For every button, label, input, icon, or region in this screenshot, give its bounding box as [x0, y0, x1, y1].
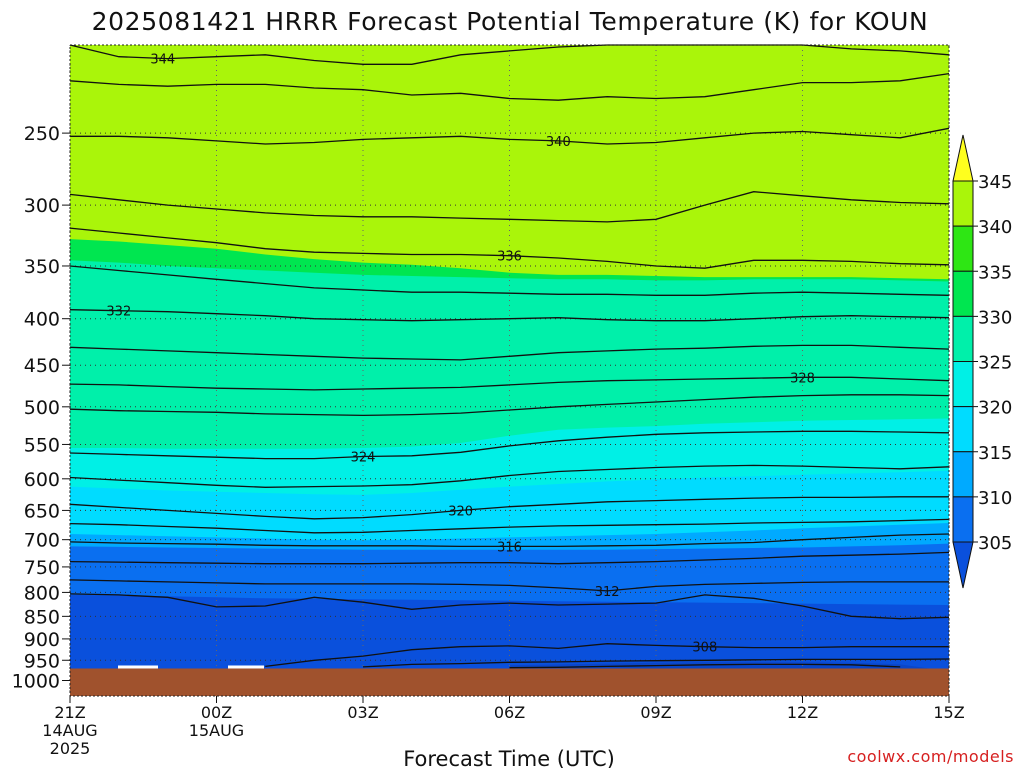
- colorbar-swatch-7: [952, 496, 974, 543]
- x-tick-label-12Z: 12Z: [787, 703, 818, 722]
- contour-342: [69, 72, 950, 101]
- x-tick-sublabel-2025: 2025: [50, 739, 91, 758]
- contour-layer: 344 340 336 332 328 324 320 316 312 308: [69, 44, 950, 669]
- y-tick-label-950: 950: [24, 650, 60, 672]
- contour-318: [69, 518, 950, 534]
- colorbar-swatch-0: [952, 180, 974, 227]
- contour-338: [69, 191, 950, 223]
- shade-band-lt305: [509, 662, 930, 669]
- colorbar-label-325: 325: [978, 353, 1012, 374]
- contour-336: [69, 227, 950, 269]
- contour-334: [69, 265, 950, 296]
- y-tick-label-400: 400: [24, 309, 60, 331]
- x-tick-label-00Z: 00Z: [201, 703, 232, 722]
- surface-gap-2: [228, 665, 264, 669]
- contour-label-336: 336: [497, 250, 522, 265]
- contour-326: [69, 394, 950, 417]
- contour-label-320: 320: [448, 504, 473, 519]
- contour-330: [69, 344, 950, 361]
- colorbar-label-310: 310: [978, 488, 1012, 509]
- shading-layer: [70, 45, 949, 696]
- colorbar-label-340: 340: [978, 217, 1012, 238]
- contour-322: [69, 464, 950, 488]
- x-tick-label-21Z: 21Z: [54, 703, 85, 722]
- contour-label-316: 316: [497, 540, 522, 555]
- colorbar-label-330: 330: [978, 307, 1012, 328]
- contour-340: [70, 127, 950, 145]
- contour-label-324: 324: [351, 450, 376, 465]
- contour-label-344: 344: [150, 52, 175, 67]
- contour-320: [69, 496, 949, 520]
- y-tick-label-350: 350: [24, 256, 60, 278]
- contour-324: [69, 430, 950, 460]
- colorbar-label-305: 305: [978, 533, 1012, 554]
- colorbar-bottom-arrow: [952, 541, 974, 589]
- y-tick-label-750: 750: [24, 557, 60, 579]
- x-tick-label-15Z: 15Z: [933, 703, 964, 722]
- y-tick-label-700: 700: [24, 530, 60, 552]
- y-tick-label-650: 650: [24, 500, 60, 522]
- y-tick-label-600: 600: [24, 469, 60, 491]
- contour-328: [69, 376, 950, 391]
- colorbar: 345 340 335 330 325 320 315 310 305: [952, 134, 1012, 589]
- contour-308: [265, 643, 949, 668]
- contour-310: [69, 593, 950, 620]
- colorbar-swatch-3: [952, 315, 974, 362]
- colorbar-label-335: 335: [978, 262, 1012, 283]
- contour-label-328: 328: [790, 371, 815, 386]
- y-tick-label-450: 450: [24, 355, 60, 377]
- y-tick-label-250: 250: [24, 123, 60, 145]
- y-tick-label-800: 800: [24, 582, 60, 604]
- contour-314: [69, 551, 950, 565]
- chart-title: 2025081421 HRRR Forecast Potential Tempe…: [92, 7, 929, 36]
- x-tick-label-06Z: 06Z: [494, 703, 525, 722]
- x-tick-sublabel-15AUG: 15AUG: [189, 721, 244, 740]
- ground-layer: [70, 665, 949, 696]
- contour-316: [69, 533, 950, 548]
- y-axis: 2503003504004505005506006507007508008509…: [12, 123, 70, 693]
- x-tick-label-09Z: 09Z: [640, 703, 671, 722]
- ground-fill: [70, 668, 949, 696]
- colorbar-swatch-4: [952, 361, 974, 408]
- y-tick-label-500: 500: [24, 397, 60, 419]
- contour-label-312: 312: [595, 585, 620, 600]
- x-tick-label-03Z: 03Z: [347, 703, 378, 722]
- contour-312: [69, 579, 949, 592]
- colorbar-swatch-1: [952, 225, 974, 272]
- watermark: coolwx.com/models: [847, 747, 1014, 766]
- contour-label-340: 340: [546, 135, 571, 150]
- y-tick-label-900: 900: [24, 629, 60, 651]
- colorbar-swatch-6: [952, 451, 974, 498]
- y-tick-label-300: 300: [24, 195, 60, 217]
- contour-304: [509, 663, 901, 669]
- colorbar-label-315: 315: [978, 443, 1012, 464]
- y-tick-label-850: 850: [24, 606, 60, 628]
- colorbar-label-320: 320: [978, 398, 1012, 419]
- x-axis-label: Forecast Time (UTC): [403, 747, 615, 768]
- contour-332: [69, 309, 950, 322]
- contour-306: [362, 658, 950, 668]
- colorbar-top-arrow: [952, 134, 974, 182]
- colorbar-swatch-2: [952, 270, 974, 317]
- x-tick-sublabel-14AUG: 14AUG: [42, 721, 97, 740]
- contour-label-332: 332: [106, 305, 131, 320]
- y-tick-label-550: 550: [24, 434, 60, 456]
- contour-label-308: 308: [692, 641, 717, 656]
- colorbar-label-345: 345: [978, 172, 1012, 193]
- y-tick-label-1000: 1000: [12, 671, 60, 693]
- colorbar-swatch-5: [952, 406, 974, 453]
- surface-gap-1: [118, 665, 158, 669]
